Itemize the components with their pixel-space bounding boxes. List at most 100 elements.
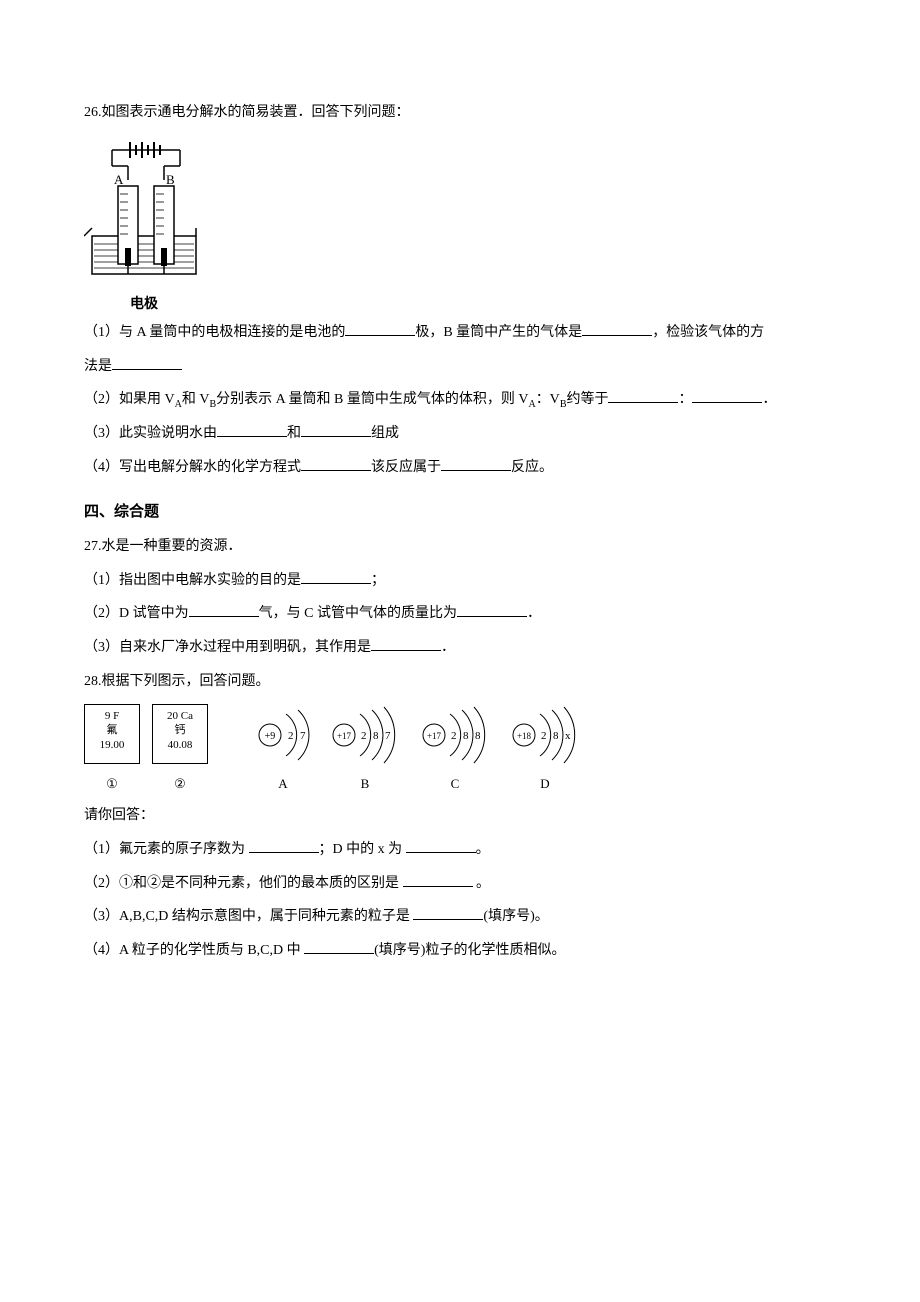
svg-text:2: 2 bbox=[361, 730, 367, 742]
q26-p1-line2: 法是 bbox=[84, 350, 836, 384]
q28-lead: 请你回答： bbox=[84, 799, 836, 833]
atom-c-col: +17 2 8 8 C bbox=[416, 704, 494, 799]
atom-a-col: +9 2 7 A bbox=[252, 704, 314, 799]
page-content: 26.如图表示通电分解水的简易装置．回答下列问题： A B bbox=[0, 0, 920, 1007]
atom-b-icon: +17 2 8 7 bbox=[326, 704, 404, 766]
card1-top: 9 F bbox=[85, 709, 139, 723]
section-4-header: 四、综合题 bbox=[84, 494, 836, 530]
q26-p1-a: （1）与 A 量筒中的电极相连接的是电池的 bbox=[84, 325, 345, 340]
blank bbox=[441, 457, 511, 471]
svg-text:B: B bbox=[166, 172, 175, 187]
svg-text:8: 8 bbox=[475, 730, 481, 742]
atom-d-icon: +18 2 8 x bbox=[506, 704, 584, 766]
card1-mid: 氟 bbox=[85, 723, 139, 737]
q26-p3-a: （3）此实验说明水由 bbox=[84, 426, 217, 441]
q26-p3-b: 和 bbox=[287, 426, 301, 441]
sub-a2: A bbox=[528, 399, 535, 410]
svg-text:A: A bbox=[114, 172, 124, 187]
atom-b-label: B bbox=[361, 768, 370, 799]
atom-c-icon: +17 2 8 8 bbox=[416, 704, 494, 766]
q28-p4-b: (填序号)粒子的化学性质相似。 bbox=[374, 943, 565, 958]
q27-p2-b: 气，与 C 试管中气体的质量比为 bbox=[259, 606, 457, 621]
svg-text:+18: +18 bbox=[517, 731, 532, 741]
q26-diagram: A B bbox=[84, 136, 836, 314]
q26-p2-f: ： bbox=[678, 392, 692, 407]
q26-p1-d: 法是 bbox=[84, 359, 112, 374]
card2-bot: 40.08 bbox=[153, 738, 207, 752]
q28-p2: （2）①和②是不同种元素，他们的最本质的区别是 。 bbox=[84, 867, 836, 901]
svg-text:8: 8 bbox=[463, 730, 469, 742]
q26-p2-a: （2）如果用 V bbox=[84, 392, 175, 407]
svg-text:2: 2 bbox=[541, 730, 547, 742]
q27-p3-b: ． bbox=[441, 640, 455, 655]
svg-text:2: 2 bbox=[288, 730, 294, 742]
svg-text:x: x bbox=[565, 730, 571, 742]
q26-p3-c: 组成 bbox=[371, 426, 399, 441]
q28-p2-a: （2）①和②是不同种元素，他们的最本质的区别是 bbox=[84, 876, 403, 891]
q28-p1-b: ；D 中的 x 为 bbox=[319, 842, 406, 857]
q27-p1-b: ； bbox=[371, 573, 385, 588]
q28-p1-a: （1）氟元素的原子序数为 bbox=[84, 842, 249, 857]
q28-diagram-row: 9 F 氟 19.00 ① 20 Ca 钙 40.08 ② +9 2 7 bbox=[84, 704, 836, 799]
element-card-1-col: 9 F 氟 19.00 ① bbox=[84, 704, 140, 799]
q28-p4-a: （4）A 粒子的化学性质与 B,C,D 中 bbox=[84, 943, 304, 958]
q27-stem: 27.水是一种重要的资源． bbox=[84, 530, 836, 564]
atom-b-col: +17 2 8 7 B bbox=[326, 704, 404, 799]
q26-p2-c: 分别表示 A 量筒和 B 量筒中生成气体的体积，则 V bbox=[216, 392, 528, 407]
svg-text:7: 7 bbox=[300, 730, 306, 742]
q28-p3-a: （3）A,B,C,D 结构示意图中，属于同种元素的粒子是 bbox=[84, 909, 413, 924]
blank bbox=[457, 604, 527, 618]
q28-p3: （3）A,B,C,D 结构示意图中，属于同种元素的粒子是 (填序号)。 bbox=[84, 900, 836, 934]
card1-label: ① bbox=[106, 768, 118, 799]
q27-p2-a: （2）D 试管中为 bbox=[84, 606, 189, 621]
q26-p1-b: 极，B 量筒中产生的气体是 bbox=[415, 325, 582, 340]
blank bbox=[304, 940, 374, 954]
q26-stem: 26.如图表示通电分解水的简易装置．回答下列问题： bbox=[84, 96, 836, 130]
blank bbox=[582, 322, 652, 336]
blank bbox=[301, 457, 371, 471]
card2-mid: 钙 bbox=[153, 723, 207, 737]
atom-c-label: C bbox=[451, 768, 460, 799]
q28-p1-c: 。 bbox=[476, 842, 490, 857]
q26-p4-a: （4）写出电解分解水的化学方程式 bbox=[84, 460, 301, 475]
blank bbox=[371, 637, 441, 651]
blank bbox=[189, 604, 259, 618]
svg-text:8: 8 bbox=[373, 730, 379, 742]
card2-top: 20 Ca bbox=[153, 709, 207, 723]
element-card-f: 9 F 氟 19.00 bbox=[84, 704, 140, 764]
q26-p2: （2）如果用 VA和 VB分别表示 A 量筒和 B 量筒中生成气体的体积，则 V… bbox=[84, 383, 836, 417]
card1-bot: 19.00 bbox=[85, 738, 139, 752]
q28-p3-b: (填序号)。 bbox=[483, 909, 548, 924]
sub-a: A bbox=[175, 399, 182, 410]
q26-p4-b: 该反应属于 bbox=[371, 460, 441, 475]
atom-a-icon: +9 2 7 bbox=[252, 704, 314, 766]
q26-p2-g: ． bbox=[762, 392, 776, 407]
q26-p2-e: 约等于 bbox=[566, 392, 608, 407]
svg-text:+17: +17 bbox=[427, 731, 442, 741]
q26-p4-c: 反应。 bbox=[511, 460, 553, 475]
blank bbox=[217, 423, 287, 437]
q27-p1-a: （1）指出图中电解水实验的目的是 bbox=[84, 573, 301, 588]
element-card-ca: 20 Ca 钙 40.08 bbox=[152, 704, 208, 764]
blank bbox=[406, 839, 476, 853]
svg-text:7: 7 bbox=[385, 730, 391, 742]
blank bbox=[112, 356, 182, 370]
element-card-2-col: 20 Ca 钙 40.08 ② bbox=[152, 704, 208, 799]
card2-label: ② bbox=[174, 768, 186, 799]
electrolysis-apparatus-icon: A B bbox=[84, 136, 204, 286]
atom-d-col: +18 2 8 x D bbox=[506, 704, 584, 799]
blank bbox=[301, 423, 371, 437]
blank bbox=[345, 322, 415, 336]
atom-d-label: D bbox=[540, 768, 549, 799]
blank bbox=[249, 839, 319, 853]
blank bbox=[608, 390, 678, 404]
q28-p4: （4）A 粒子的化学性质与 B,C,D 中 (填序号)粒子的化学性质相似。 bbox=[84, 934, 836, 968]
q27-p2-c: ． bbox=[527, 606, 541, 621]
q26-p2-d: ：V bbox=[536, 392, 560, 407]
q28-p2-b: 。 bbox=[473, 876, 491, 891]
blank bbox=[413, 907, 483, 921]
q26-p2-b: 和 V bbox=[182, 392, 210, 407]
q26-p1: （1）与 A 量筒中的电极相连接的是电池的极，B 量筒中产生的气体是，检验该气体… bbox=[84, 316, 836, 350]
q27-p1: （1）指出图中电解水实验的目的是 ； bbox=[84, 564, 836, 598]
blank bbox=[692, 390, 762, 404]
